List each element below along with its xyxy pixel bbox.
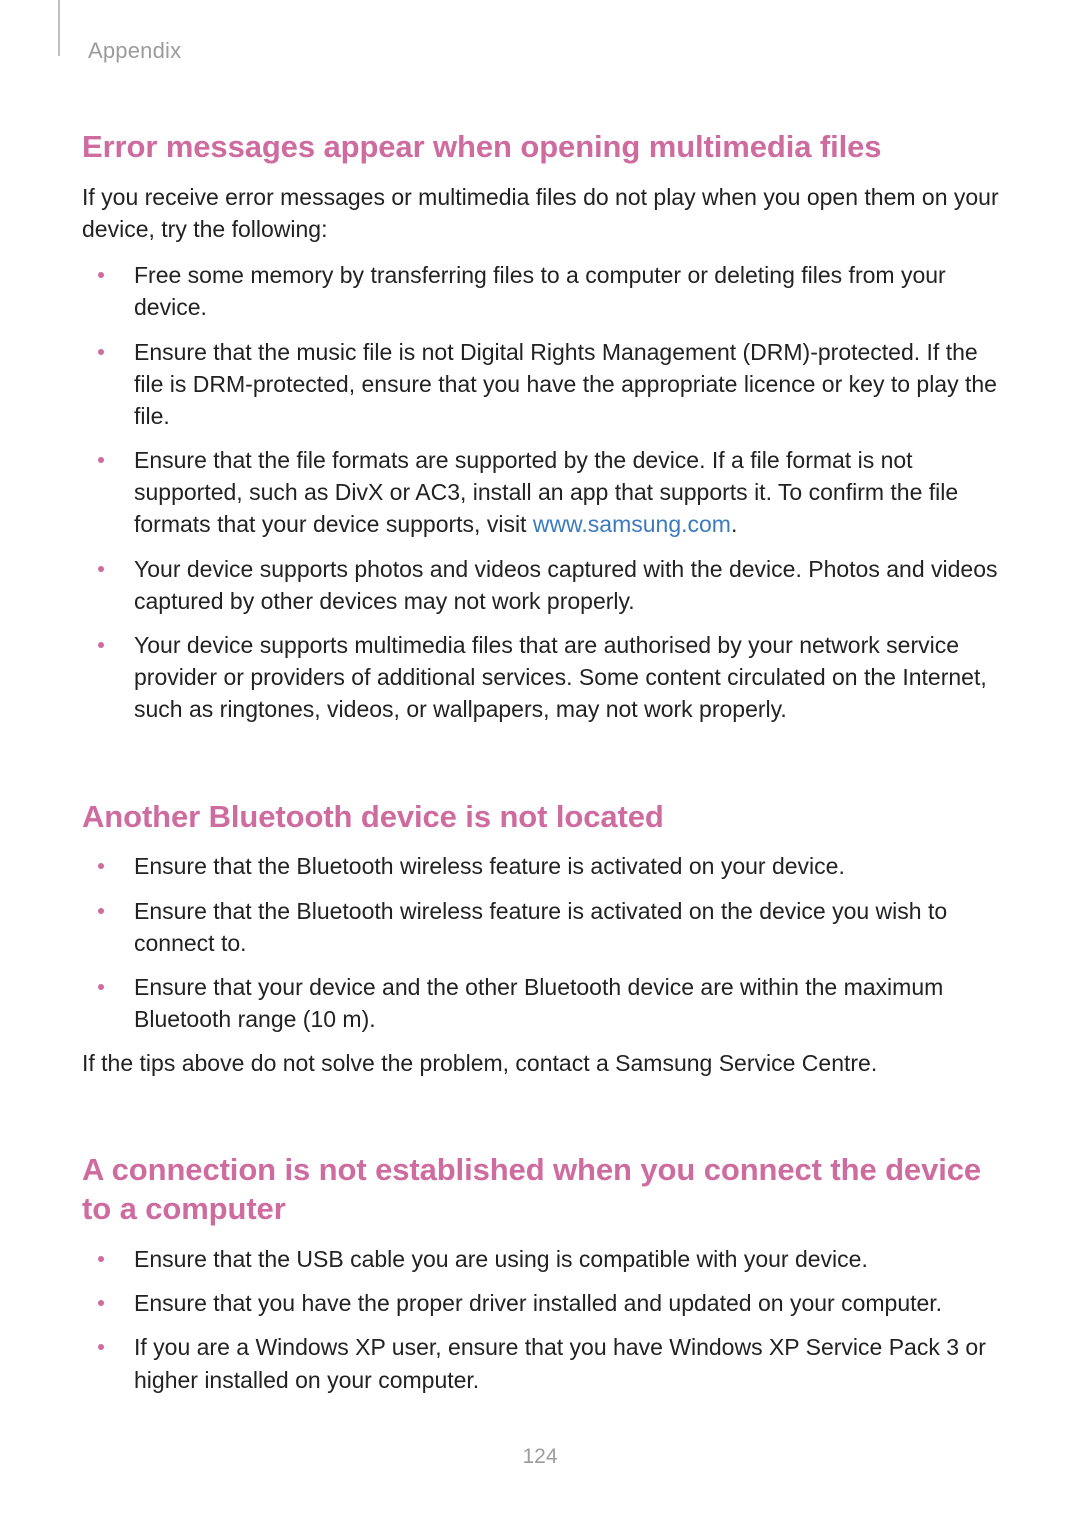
list-item-text: Ensure that the USB cable you are using … xyxy=(134,1246,868,1272)
list-item-text: If you are a Windows XP user, ensure tha… xyxy=(134,1334,986,1392)
list-item: Ensure that the music file is not Digita… xyxy=(98,336,1008,433)
list-item: Your device supports multimedia files th… xyxy=(98,629,1008,726)
bullet-list: Ensure that the Bluetooth wireless featu… xyxy=(82,850,1008,1035)
list-item: If you are a Windows XP user, ensure tha… xyxy=(98,1331,1008,1395)
header-rule xyxy=(58,0,60,56)
bullet-icon xyxy=(98,566,104,572)
list-item: Free some memory by transferring files t… xyxy=(98,259,1008,323)
bullet-icon xyxy=(98,1256,104,1262)
bullet-list: Ensure that the USB cable you are using … xyxy=(82,1243,1008,1396)
page-number: 124 xyxy=(0,1445,1080,1469)
bullet-icon xyxy=(98,863,104,869)
list-item-text: Ensure that the Bluetooth wireless featu… xyxy=(134,853,845,879)
list-item: Ensure that the file formats are support… xyxy=(98,444,1008,541)
running-head: Appendix xyxy=(88,36,1008,64)
bullet-icon xyxy=(98,908,104,914)
section-heading: Another Bluetooth device is not located xyxy=(82,798,1008,837)
list-item-text: Your device supports multimedia files th… xyxy=(134,632,987,722)
list-item: Your device supports photos and videos c… xyxy=(98,553,1008,617)
list-item-text: Ensure that the Bluetooth wireless featu… xyxy=(134,898,947,956)
list-item: Ensure that you have the proper driver i… xyxy=(98,1287,1008,1319)
section-intro: If you receive error messages or multime… xyxy=(82,181,1008,245)
samsung-link[interactable]: www.samsung.com xyxy=(533,511,731,537)
bullet-icon xyxy=(98,272,104,278)
section-closing: If the tips above do not solve the probl… xyxy=(82,1047,1008,1079)
list-item: Ensure that the USB cable you are using … xyxy=(98,1243,1008,1275)
bullet-icon xyxy=(98,1344,104,1350)
list-item-text: Ensure that your device and the other Bl… xyxy=(134,974,943,1032)
list-item-text: Ensure that the music file is not Digita… xyxy=(134,339,997,429)
list-item-text-post: . xyxy=(731,511,737,537)
bullet-icon xyxy=(98,984,104,990)
list-item-text: Your device supports photos and videos c… xyxy=(134,556,998,614)
list-item-text: Free some memory by transferring files t… xyxy=(134,262,946,320)
list-item: Ensure that the Bluetooth wireless featu… xyxy=(98,850,1008,882)
bullet-icon xyxy=(98,642,104,648)
bullet-list: Free some memory by transferring files t… xyxy=(82,259,1008,725)
bullet-icon xyxy=(98,1300,104,1306)
section-bluetooth: Another Bluetooth device is not located … xyxy=(82,798,1008,1080)
page: Appendix Error messages appear when open… xyxy=(0,0,1080,1527)
list-item: Ensure that your device and the other Bl… xyxy=(98,971,1008,1035)
section-heading: Error messages appear when opening multi… xyxy=(82,128,1008,167)
list-item: Ensure that the Bluetooth wireless featu… xyxy=(98,895,1008,959)
section-computer-connection: A connection is not established when you… xyxy=(82,1151,1008,1395)
section-multimedia-errors: Error messages appear when opening multi… xyxy=(82,128,1008,726)
bullet-icon xyxy=(98,349,104,355)
list-item-text: Ensure that you have the proper driver i… xyxy=(134,1290,942,1316)
bullet-icon xyxy=(98,457,104,463)
section-heading: A connection is not established when you… xyxy=(82,1151,1008,1229)
